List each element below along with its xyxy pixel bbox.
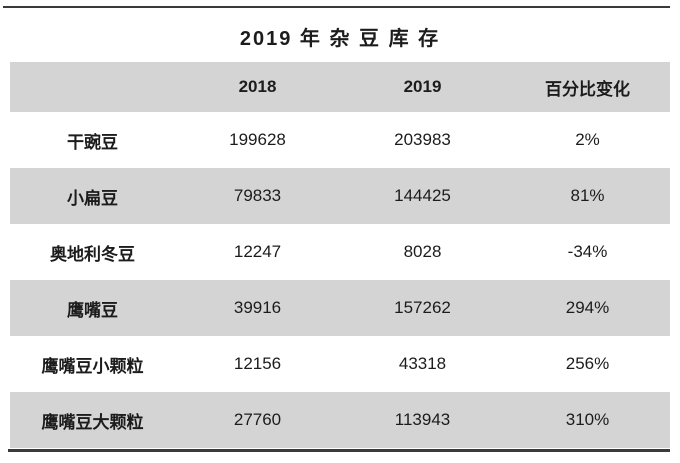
cell-bean-name: 小扁豆 <box>67 188 118 208</box>
top-divider <box>3 6 670 8</box>
table-header: 2018 2019 百分比变化 <box>10 62 670 112</box>
column-header <box>10 62 175 112</box>
cell-change: 310% <box>565 410 610 429</box>
table-row: 鹰嘴豆大颗粒 27760 113943 310% <box>10 392 670 448</box>
cell-2018: 79833 <box>233 186 282 205</box>
table-row: 鹰嘴豆小颗粒 12156 43318 256% <box>10 336 670 392</box>
bottom-divider <box>8 449 670 452</box>
column-header: 2018 <box>238 77 277 96</box>
column-header: 百分比变化 <box>545 79 630 99</box>
cell-2018: 199628 <box>229 130 286 149</box>
cell-change: 256% <box>565 354 610 373</box>
cell-2019: 8028 <box>403 242 442 261</box>
table-row: 干豌豆 199628 203983 2% <box>10 112 670 168</box>
cell-change: 294% <box>565 298 610 317</box>
cell-change: 81% <box>570 186 605 205</box>
table-row: 小扁豆 79833 144425 81% <box>10 168 670 224</box>
table-title: 2019 年 杂 豆 库 存 <box>239 28 441 50</box>
cell-bean-name: 鹰嘴豆小颗粒 <box>41 356 144 376</box>
cell-2018: 39916 <box>233 298 282 317</box>
cell-bean-name: 干豌豆 <box>67 132 118 152</box>
header-row: 2018 2019 百分比变化 <box>10 62 670 112</box>
table-row: 奥地利冬豆 12247 8028 -34% <box>10 224 670 280</box>
cell-2019: 113943 <box>394 410 451 429</box>
cell-bean-name: 奥地利冬豆 <box>50 244 135 264</box>
cell-2019: 157262 <box>394 298 451 317</box>
cell-2019: 203983 <box>394 130 451 149</box>
cell-bean-name: 鹰嘴豆大颗粒 <box>41 412 144 432</box>
table-row: 鹰嘴豆 39916 157262 294% <box>10 280 670 336</box>
bean-inventory-table: 2018 2019 百分比变化 干豌豆 199628 203983 2% 小扁豆 79833 1… <box>10 62 670 448</box>
cell-bean-name: 鹰嘴豆 <box>67 300 118 320</box>
cell-change: -34% <box>567 242 608 261</box>
cell-2019: 144425 <box>394 186 451 205</box>
cell-2019: 43318 <box>398 354 447 373</box>
cell-2018: 12247 <box>233 242 282 261</box>
column-header: 2019 <box>403 77 442 96</box>
cell-change: 2% <box>575 130 600 149</box>
cell-2018: 12156 <box>233 354 282 373</box>
table-body: 干豌豆 199628 203983 2% 小扁豆 79833 144425 81% 奥地利冬豆 1… <box>10 112 670 448</box>
cell-2018: 27760 <box>233 410 282 429</box>
